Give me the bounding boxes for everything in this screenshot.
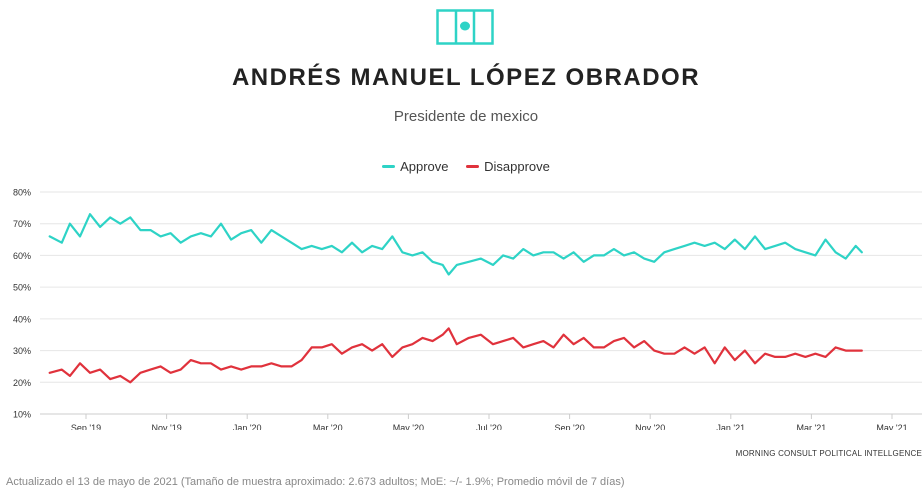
x-tick-label: Nov '19 xyxy=(151,423,181,430)
flag-outline xyxy=(436,9,494,45)
flag-emblem xyxy=(460,21,470,31)
y-tick-label: 60% xyxy=(13,251,31,261)
x-tick-label: Mar '21 xyxy=(797,423,827,430)
x-tick-label: Mar '20 xyxy=(313,423,343,430)
legend-item-approve[interactable]: Approve xyxy=(382,159,449,174)
y-tick-label: 10% xyxy=(13,410,31,420)
source-label: MORNING CONSULT POLITICAL INTELLGENCE xyxy=(735,449,922,458)
x-tick-label: Nov '20 xyxy=(635,423,665,430)
page-subtitle: Presidente de mexico xyxy=(393,108,539,125)
y-tick-label: 70% xyxy=(13,219,31,229)
mexico-flag-icon xyxy=(436,9,494,45)
x-tick-label: Sep '19 xyxy=(71,423,101,430)
y-tick-label: 30% xyxy=(13,346,31,356)
x-tick-label: Jan '21 xyxy=(716,423,745,430)
legend-label-disapprove: Disapprove xyxy=(484,159,550,174)
y-tick-label: 80% xyxy=(13,188,31,198)
y-tick-label: 20% xyxy=(13,378,31,388)
series-line-disapprove xyxy=(48,327,863,384)
chart-legend: Approve Disapprove xyxy=(0,156,922,174)
x-tick-label: May '20 xyxy=(393,423,424,430)
x-tick-label: Jul '20 xyxy=(476,423,502,430)
legend-item-disapprove[interactable]: Disapprove xyxy=(466,159,550,174)
footnote: Actualizado el 13 de mayo de 2021 (Tamañ… xyxy=(6,476,625,488)
x-tick-label: Jan '20 xyxy=(233,423,262,430)
series-line-approve xyxy=(48,213,863,276)
legend-label-approve: Approve xyxy=(400,159,449,174)
y-tick-label: 40% xyxy=(13,314,31,324)
legend-swatch-approve xyxy=(382,165,396,168)
approval-line-chart: 80% 70% 60% 50% 40% 30% 20% 10% Sep '19 Nov '19 Ja… xyxy=(13,188,922,430)
y-tick-label: 50% xyxy=(13,283,31,293)
legend-swatch-disapprove xyxy=(466,165,480,168)
flag-svg xyxy=(436,9,494,45)
x-tick-label: May '21 xyxy=(876,423,907,430)
page-title: ANDRÉS MANUEL LÓPEZ OBRADOR xyxy=(231,64,701,91)
x-tick-label: Sep '20 xyxy=(554,423,584,430)
